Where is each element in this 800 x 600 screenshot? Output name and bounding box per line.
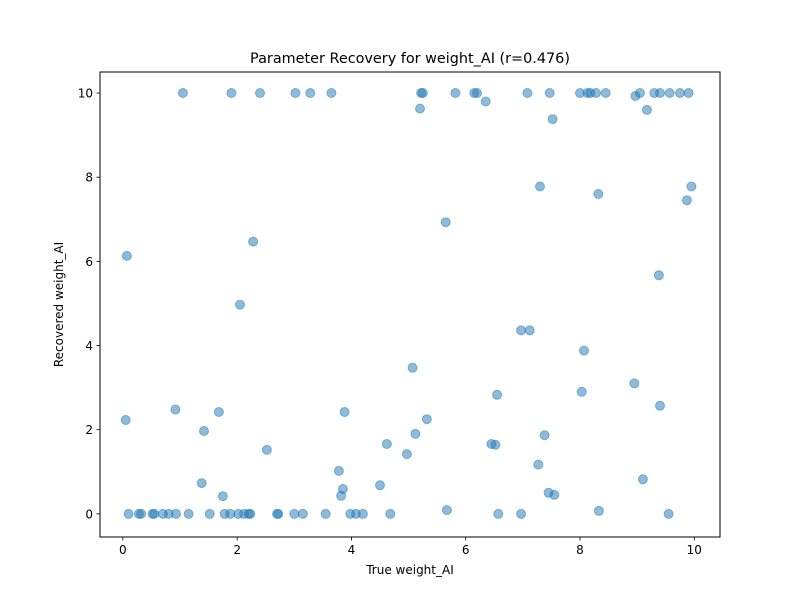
data-point [593, 505, 604, 516]
data-point [248, 236, 259, 247]
data-point [401, 449, 412, 460]
x-tick-label: 8 [576, 543, 584, 557]
data-point [655, 88, 665, 98]
data-point [375, 480, 385, 491]
data-point [121, 250, 132, 261]
data-point [683, 88, 694, 98]
data-point [593, 189, 604, 199]
data-point [490, 439, 501, 450]
y-tick-label: 0 [85, 507, 93, 521]
data-point [641, 104, 652, 115]
x-tick-label: 2 [233, 543, 241, 557]
data-point [213, 407, 224, 417]
data-point [516, 508, 527, 519]
data-point [686, 181, 697, 192]
data-point [217, 491, 228, 502]
data-point [120, 415, 131, 425]
data-point [516, 325, 527, 336]
y-tick-label: 6 [85, 255, 93, 269]
data-point [533, 459, 544, 470]
data-point [326, 88, 337, 98]
data-point [549, 489, 560, 500]
data-point [576, 386, 587, 397]
data-point [600, 88, 611, 98]
data-point [226, 88, 237, 98]
data-point [547, 114, 558, 125]
data-point [199, 426, 209, 436]
plot-frame [99, 71, 721, 538]
y-axis-title: Recovered weight_AI [52, 242, 66, 367]
y-tick-label: 10 [78, 87, 93, 101]
data-point [417, 88, 428, 98]
data-point [177, 88, 188, 98]
data-point [385, 508, 396, 519]
axis-ticks: 0 2 4 6 8 10 0 2 4 6 8 10 [78, 87, 702, 557]
data-point [635, 88, 645, 98]
data-point [653, 270, 664, 281]
data-point [450, 88, 461, 98]
data-point [245, 508, 256, 519]
data-point [539, 430, 550, 441]
data-point [297, 508, 308, 519]
data-point [235, 299, 245, 310]
y-tick-label: 4 [85, 339, 93, 353]
data-point [440, 217, 451, 228]
data-point [381, 439, 392, 449]
data-point [333, 465, 344, 476]
plot-background [100, 72, 720, 537]
data-point [170, 404, 181, 415]
data-point [410, 428, 421, 439]
x-tick-label: 4 [348, 543, 356, 557]
data-point [421, 414, 432, 425]
data-point [255, 88, 265, 98]
data-point [290, 88, 301, 98]
data-point [472, 88, 483, 98]
data-point [591, 88, 601, 98]
data-point [492, 389, 503, 400]
data-point [123, 508, 134, 519]
x-tick-label: 6 [462, 543, 470, 557]
x-tick-label: 10 [687, 543, 702, 557]
y-tick-label: 8 [85, 171, 93, 185]
data-point [579, 345, 589, 356]
data-point [357, 508, 368, 519]
data-points [120, 88, 697, 519]
data-point [320, 508, 331, 519]
data-point [480, 96, 491, 107]
data-point [522, 88, 533, 98]
data-point [196, 478, 207, 489]
data-point [493, 508, 504, 519]
data-point [629, 378, 640, 389]
data-point [273, 508, 284, 519]
data-point [136, 508, 147, 519]
y-tick-label: 2 [85, 423, 93, 437]
x-tick-label: 0 [119, 543, 127, 557]
data-point [664, 88, 675, 98]
data-point [655, 400, 665, 411]
data-point [535, 181, 545, 192]
data-point [339, 407, 350, 417]
data-point [675, 88, 685, 98]
data-point [544, 88, 555, 98]
x-axis-title: True weight_AI [365, 563, 454, 577]
data-point [681, 195, 692, 206]
data-point [305, 88, 316, 98]
data-point [441, 505, 452, 516]
data-point [663, 508, 674, 519]
data-point [337, 484, 348, 494]
data-point [524, 325, 535, 336]
data-point [415, 103, 425, 114]
data-point [407, 362, 418, 373]
chart-title: Parameter Recovery for weight_AI (r=0.47… [250, 51, 570, 67]
data-point [204, 508, 215, 519]
data-point [149, 508, 160, 519]
data-point [289, 508, 300, 519]
data-point [183, 508, 194, 519]
data-point [637, 474, 648, 485]
data-point [261, 444, 272, 455]
data-point [171, 508, 181, 519]
